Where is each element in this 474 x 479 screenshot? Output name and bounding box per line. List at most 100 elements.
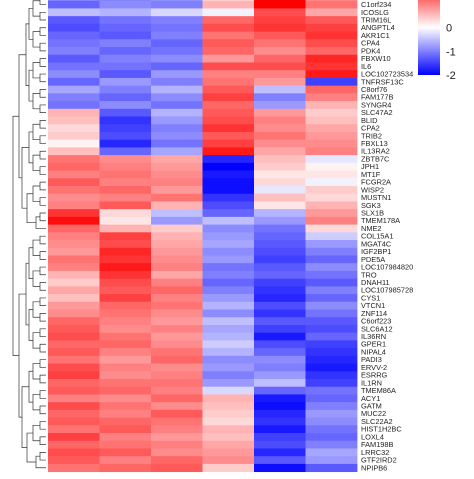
heatmap-cell [254,340,306,349]
row-label: C6orf223 [361,317,391,326]
row-label: WISP2 [361,185,384,194]
heatmap-cell [202,240,255,249]
heatmap-cell [151,216,203,225]
heatmap-cell [48,270,100,280]
heatmap-cell [305,124,358,133]
heatmap-cell [99,309,152,318]
row-dendrogram [12,0,46,469]
heatmap-cell [151,155,203,164]
heatmap-cell [48,278,100,287]
dendrogram-branch [32,363,40,380]
row-label: CPA4 [361,39,380,48]
row-label: MUC22 [361,409,386,418]
heatmap-cell [305,355,358,364]
heatmap-cell [99,363,152,372]
heatmap-cell [99,155,152,164]
heatmap-cell [99,425,152,434]
heatmap-cell [202,54,255,63]
heatmap-cell [254,309,306,318]
row-label: TRO [361,270,377,279]
heatmap-cell [254,301,306,310]
heatmap-cell [254,70,306,79]
heatmap-cell [151,147,203,156]
heatmap-cell [99,201,152,210]
heatmap-cell [48,0,100,9]
dendrogram-branch [32,62,40,79]
heatmap-cell [305,193,358,202]
heatmap-cell [48,232,100,241]
heatmap-cell [48,448,100,457]
heatmap-cell [305,162,358,171]
heatmap-cell [99,417,152,426]
row-label: ERVV-2 [361,363,387,372]
heatmap-cell [48,178,100,187]
heatmap-cell [305,108,358,117]
row-label: IGF2BP1 [361,247,391,256]
heatmap-cell [48,54,100,63]
heatmap-cell [202,417,255,426]
heatmap-cell [99,139,152,148]
row-label: SLC47A2 [361,108,393,117]
heatmap-cell [305,247,358,256]
heatmap-cell [254,463,306,473]
heatmap-cell [99,301,152,310]
heatmap-cell [305,116,358,125]
heatmap-cell [151,108,203,117]
heatmap-cell [305,240,358,249]
heatmap-cell [305,371,358,380]
heatmap-cell [151,139,203,148]
heatmap-cell [151,402,203,411]
heatmap-cell [305,317,358,326]
heatmap-cell [305,16,358,25]
heatmap-cell [99,124,152,133]
heatmap-cell [151,263,203,272]
heatmap-cell [305,31,358,40]
heatmap-cell [202,209,255,218]
row-label: GPER1 [361,340,386,349]
heatmap-cell [151,379,203,388]
heatmap-cell [99,62,152,71]
heatmap-cell [202,147,255,156]
heatmap-cell [202,402,255,411]
dendrogram-branch [28,309,33,341]
row-label: LOC107985728 [361,286,413,295]
heatmap-cell [254,216,306,225]
heatmap-cell [99,186,152,195]
dendrogram-branch [39,197,46,206]
dendrogram-branch [39,451,46,461]
heatmap-cell [305,270,358,280]
dendrogram-branch [28,8,33,40]
heatmap-cell [305,232,358,241]
heatmap-cell [202,8,255,17]
heatmap-cell [99,448,152,457]
heatmap-cell [48,463,100,473]
dendrogram-branch [32,239,40,256]
dendrogram-branch [32,123,40,141]
heatmap-cell [202,108,255,117]
heatmap-cell [254,263,306,272]
dendrogram-branch [28,131,33,164]
heatmap-cell [254,131,306,141]
heatmap-cell [305,433,358,442]
heatmap-cell [48,16,100,25]
heatmap-cell [99,324,152,334]
heatmap-cell [99,317,152,326]
heatmap-cell [151,294,203,303]
heatmap-cell [48,23,100,32]
heatmap-cell [151,317,203,326]
dendrogram-branch [32,394,40,411]
row-labels: PRRG2C1orf234ICOSLGTRIM16LANGPTL4AKR1C1C… [361,0,413,472]
heatmap-cell [254,324,306,334]
dendrogram-branch [39,251,46,260]
row-label: ANGPTL4 [361,23,395,32]
heatmap-cell [305,101,358,110]
dendrogram-branch [32,424,40,442]
row-label: LOXL4 [361,432,384,441]
heatmap-cell [99,224,152,233]
heatmap-cell [254,162,306,171]
heatmap-cell [254,332,306,341]
heatmap-cell [254,394,306,403]
heatmap-cell [151,324,203,334]
heatmap-cell [151,463,203,473]
